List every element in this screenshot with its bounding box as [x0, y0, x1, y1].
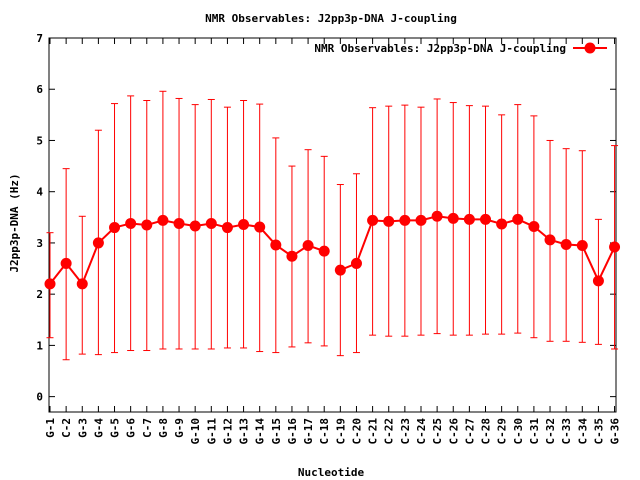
- x-tick-label: C-22: [383, 418, 396, 445]
- data-point: [141, 219, 153, 231]
- data-point: [592, 275, 604, 287]
- x-tick-label: C-2: [60, 418, 73, 438]
- data-point: [270, 239, 282, 251]
- legend: NMR Observables: J2pp3p-DNA J-coupling: [314, 42, 607, 55]
- data-point: [125, 217, 137, 229]
- series-line: [49, 219, 325, 286]
- data-point: [92, 237, 104, 249]
- x-tick-label: G-8: [157, 418, 170, 438]
- x-tick-label: C-7: [141, 418, 154, 438]
- y-tick-label: 0: [36, 391, 43, 404]
- data-point: [463, 213, 475, 225]
- x-tick-label: G-11: [205, 418, 218, 445]
- data-point: [512, 213, 524, 225]
- x-tick-label: C-34: [576, 418, 589, 445]
- x-tick-label: G-15: [270, 418, 283, 445]
- data-point: [367, 214, 379, 226]
- x-tick-label: C-21: [367, 418, 380, 445]
- x-tick-label: G-36: [609, 418, 622, 445]
- chart-title: NMR Observables: J2pp3p-DNA J-coupling: [205, 12, 457, 25]
- data-point: [415, 214, 427, 226]
- data-point: [528, 221, 540, 233]
- data-point: [334, 264, 346, 276]
- data-point: [544, 234, 556, 246]
- data-point: [205, 217, 217, 229]
- x-tick-label: C-28: [480, 418, 493, 445]
- data-point: [447, 212, 459, 224]
- x-tick-label: G-3: [76, 418, 89, 438]
- data-point: [383, 215, 395, 227]
- data-point: [109, 222, 121, 234]
- data-point: [157, 214, 169, 226]
- y-axis-label: J2pp3p-DNA (Hz): [8, 173, 21, 272]
- data-point: [286, 250, 298, 262]
- y-tick-label: 6: [36, 83, 43, 96]
- x-tick-label: C-27: [463, 418, 476, 445]
- data-point: [302, 239, 314, 251]
- y-tick-label: 2: [36, 288, 43, 301]
- x-tick-label: C-19: [334, 418, 347, 445]
- data-point: [576, 239, 588, 251]
- data-point: [60, 257, 72, 269]
- x-tick-label: C-24: [415, 418, 428, 445]
- data-point: [480, 213, 492, 225]
- x-tick-label: C-20: [350, 418, 363, 445]
- data-point: [173, 217, 185, 229]
- x-tick-label: G-5: [109, 418, 122, 438]
- x-tick-label: G-10: [189, 418, 202, 445]
- x-tick-label: C-18: [318, 418, 331, 445]
- x-tick-label: C-33: [560, 418, 573, 445]
- data-point: [318, 245, 330, 257]
- x-tick-label: G-1: [44, 418, 57, 438]
- y-tick-label: 1: [36, 339, 43, 352]
- x-tick-label: C-29: [496, 418, 509, 445]
- data-point: [238, 218, 250, 230]
- data-point: [609, 241, 621, 253]
- x-tick-label: G-17: [302, 418, 315, 445]
- y-tick-label: 3: [36, 237, 43, 250]
- x-tick-label: G-6: [125, 418, 138, 438]
- data-point: [44, 278, 56, 290]
- data-point: [254, 221, 266, 233]
- x-tick-label: C-31: [528, 418, 541, 445]
- x-tick-label: C-35: [592, 418, 605, 445]
- x-tick-label: G-4: [92, 418, 105, 438]
- y-tick-label: 7: [36, 32, 43, 45]
- x-tick-label: G-14: [254, 418, 267, 445]
- x-tick-label: C-32: [544, 418, 557, 445]
- data-point: [399, 214, 411, 226]
- x-tick-label: G-9: [173, 418, 186, 438]
- legend-label: NMR Observables: J2pp3p-DNA J-coupling: [314, 42, 566, 55]
- x-tick-label: G-16: [286, 418, 299, 445]
- data-point: [76, 278, 88, 290]
- plot-frame: [48, 37, 617, 413]
- y-tick-label: 4: [36, 186, 43, 199]
- x-tick-label: C-23: [399, 418, 412, 445]
- data-point: [560, 238, 572, 250]
- data-point: [350, 257, 362, 269]
- x-tick-label: G-12: [221, 418, 234, 445]
- data-point: [431, 210, 443, 222]
- series-line: [339, 215, 616, 284]
- x-tick-label: C-26: [447, 418, 460, 445]
- x-tick-label: G-13: [238, 418, 251, 445]
- legend-marker: [584, 42, 596, 54]
- x-tick-label: C-30: [512, 418, 525, 445]
- y-tick-label: 5: [36, 134, 43, 147]
- data-point: [221, 222, 233, 234]
- data-point: [496, 218, 508, 230]
- x-axis-label: Nucleotide: [298, 466, 365, 479]
- data-point: [189, 220, 201, 232]
- x-tick-label: C-25: [431, 418, 444, 445]
